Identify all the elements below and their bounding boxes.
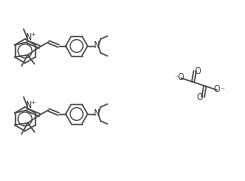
Text: +: + bbox=[30, 31, 35, 37]
Text: O: O bbox=[178, 73, 184, 83]
Text: N: N bbox=[26, 100, 32, 110]
Text: O: O bbox=[197, 92, 203, 102]
Text: N: N bbox=[26, 33, 32, 41]
Text: +: + bbox=[30, 100, 35, 104]
Text: N: N bbox=[93, 110, 99, 119]
Text: O: O bbox=[214, 85, 220, 94]
Text: ⁻: ⁻ bbox=[174, 73, 178, 83]
Text: ⁻: ⁻ bbox=[220, 85, 224, 94]
Text: O: O bbox=[195, 66, 201, 75]
Text: N: N bbox=[93, 41, 99, 50]
